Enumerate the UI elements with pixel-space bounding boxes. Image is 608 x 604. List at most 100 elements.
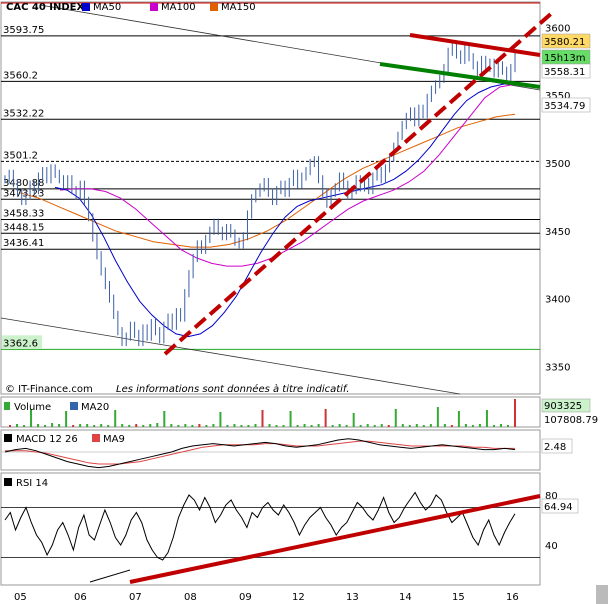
volume-bar xyxy=(72,425,75,427)
volume-bar xyxy=(296,425,299,427)
legend-swatch xyxy=(70,402,78,410)
volume-bar xyxy=(128,425,131,427)
ma50-line xyxy=(54,81,516,338)
volume-value-label: 107808.79 xyxy=(544,415,598,426)
rsi-trendline xyxy=(129,494,541,584)
rsi-y-tick-label: 40 xyxy=(545,541,558,552)
level-label: 3532.22 xyxy=(3,108,44,119)
level-label: 3436.41 xyxy=(3,238,44,249)
macd-value-label: 2.48 xyxy=(544,442,566,453)
level-label: 3458.33 xyxy=(3,209,44,220)
volume-bar xyxy=(44,425,47,427)
volume-bar xyxy=(226,425,229,427)
rsi-panel-frame xyxy=(0,472,541,586)
volume-bar xyxy=(338,424,341,427)
level-label: 3362.6 xyxy=(3,338,38,349)
level-label: 3501.2 xyxy=(3,150,38,161)
volume-bar xyxy=(394,409,397,427)
volume-bar xyxy=(408,425,411,427)
volume-bar xyxy=(79,424,82,427)
legend-swatch xyxy=(4,402,10,410)
volume-bar xyxy=(135,424,138,427)
volume-bar xyxy=(352,413,355,427)
volume-bar xyxy=(219,412,222,427)
volume-bar xyxy=(121,424,124,427)
volume-bar xyxy=(268,424,271,427)
x-tick-label: 16 xyxy=(506,592,519,603)
volume-bar xyxy=(100,424,103,427)
legend-label: MA150 xyxy=(221,2,256,13)
watermark: © IT-Finance.com xyxy=(5,384,93,395)
volume-bar xyxy=(345,425,348,427)
x-tick-label: 09 xyxy=(239,592,252,603)
volume-bar xyxy=(310,425,313,427)
macd-title: MACD 12 26 xyxy=(16,434,78,445)
legend-swatch xyxy=(210,3,218,11)
volume-bar xyxy=(65,411,68,427)
volume-bar xyxy=(366,424,369,427)
volume-bar xyxy=(212,424,215,427)
volume-bar xyxy=(303,424,306,427)
volume-bar xyxy=(331,425,334,427)
y-tick-label: 3500 xyxy=(545,159,570,170)
volume-bar xyxy=(177,425,180,427)
right-value-label-bg xyxy=(541,63,591,79)
volume-bar xyxy=(506,425,509,427)
volume-bar xyxy=(58,424,61,427)
disclaimer: Les informations sont données à titre in… xyxy=(116,383,349,395)
ma150-line xyxy=(19,113,516,248)
volume-bar xyxy=(289,411,292,427)
x-tick-label: 08 xyxy=(184,592,197,603)
volume-bar xyxy=(23,425,26,427)
volume-bar xyxy=(93,425,96,427)
volume-bar xyxy=(51,423,54,427)
level-label-bg xyxy=(2,335,42,349)
y-tick-label: 3600 xyxy=(545,23,570,34)
rsi-trend-stub xyxy=(89,569,131,583)
right-value-label: 3580.21 xyxy=(544,37,585,48)
volume-bar xyxy=(485,410,488,427)
level-label: 3560.2 xyxy=(3,70,38,81)
level-label: 3480.88 xyxy=(3,178,44,189)
long-channel-line xyxy=(0,317,461,395)
volume-bar xyxy=(156,423,159,427)
volume-bar xyxy=(478,424,481,427)
volume-bar xyxy=(471,425,474,427)
legend-swatch xyxy=(150,3,158,11)
volume-bar xyxy=(387,425,390,427)
volume-bar xyxy=(247,425,250,427)
x-tick-label: 15 xyxy=(452,592,465,603)
right-value-label: 3534.79 xyxy=(544,101,585,112)
volume-bar xyxy=(170,424,173,427)
scrollbar-thumb xyxy=(596,585,608,604)
volume-bar xyxy=(261,410,264,427)
volume-bar xyxy=(205,425,208,427)
y-tick-label: 3550 xyxy=(545,91,570,102)
volume-panel-frame xyxy=(0,396,541,428)
volume-bar xyxy=(499,424,502,427)
volume-bar xyxy=(275,425,278,427)
volume-bar xyxy=(142,425,145,427)
volume-bar xyxy=(443,424,446,427)
volume-bar xyxy=(422,425,425,427)
volume-bar xyxy=(37,424,40,427)
x-tick-label: 12 xyxy=(292,592,305,603)
legend-label: MA9 xyxy=(103,434,125,445)
right-value-label-bg xyxy=(541,97,591,113)
legend-label: MA100 xyxy=(161,2,196,13)
volume-bar xyxy=(492,425,495,427)
volume-bar xyxy=(450,425,453,427)
lower-channel-line xyxy=(379,62,541,89)
macd-line xyxy=(4,438,516,469)
level-label: 3593.75 xyxy=(3,25,44,36)
macd-value-label-bg xyxy=(541,438,573,454)
volume-bar xyxy=(514,399,516,427)
volume-bar xyxy=(86,424,89,427)
legend-swatch xyxy=(4,434,12,442)
rsi-line xyxy=(4,491,516,561)
legend-swatch xyxy=(92,434,100,442)
main-title: CAC 40 INDEX xyxy=(6,2,85,13)
legend-swatch xyxy=(4,478,12,486)
volume-bar xyxy=(30,409,33,427)
macd-panel-frame xyxy=(0,429,541,471)
